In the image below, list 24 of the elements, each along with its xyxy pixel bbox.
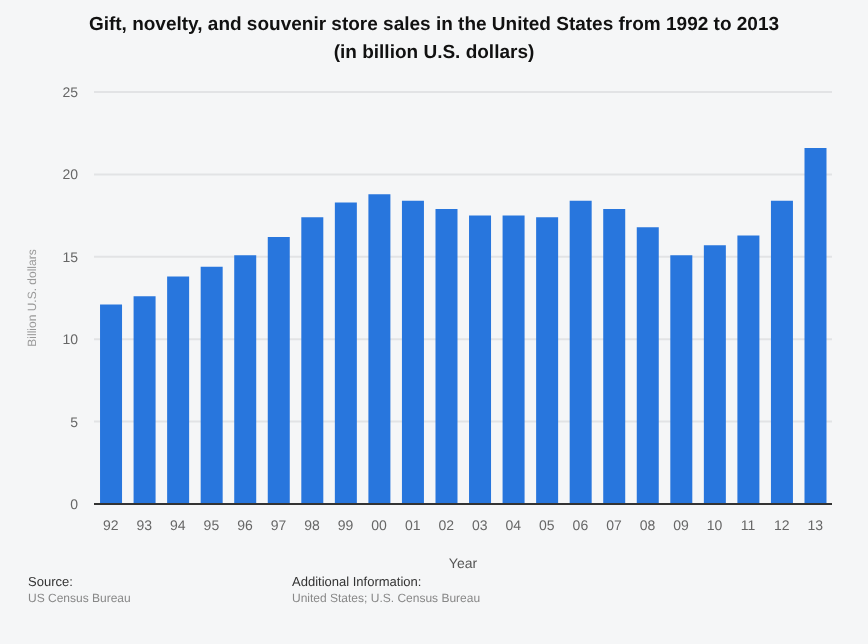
bar [804, 148, 827, 504]
bar [569, 200, 592, 504]
bar [133, 296, 156, 504]
chart-subtitle: (in billion U.S. dollars) [331, 40, 537, 68]
bar [167, 276, 190, 504]
bar [200, 266, 223, 504]
bar [737, 235, 760, 504]
bar [603, 209, 626, 504]
bar [435, 209, 458, 504]
bar [401, 200, 424, 504]
bar [703, 245, 726, 504]
bar [368, 194, 391, 504]
bar [770, 200, 793, 504]
bar [469, 215, 492, 504]
bar [536, 217, 559, 504]
bar [636, 227, 659, 504]
chart-title: Gift, novelty, and souvenir store sales in the United States from 1992 to 2013 [86, 12, 782, 40]
bar [234, 255, 257, 504]
bar [334, 202, 357, 504]
bar [100, 304, 123, 504]
bar [301, 217, 324, 504]
bar [267, 237, 290, 504]
bar [502, 215, 525, 504]
bar [670, 255, 693, 504]
